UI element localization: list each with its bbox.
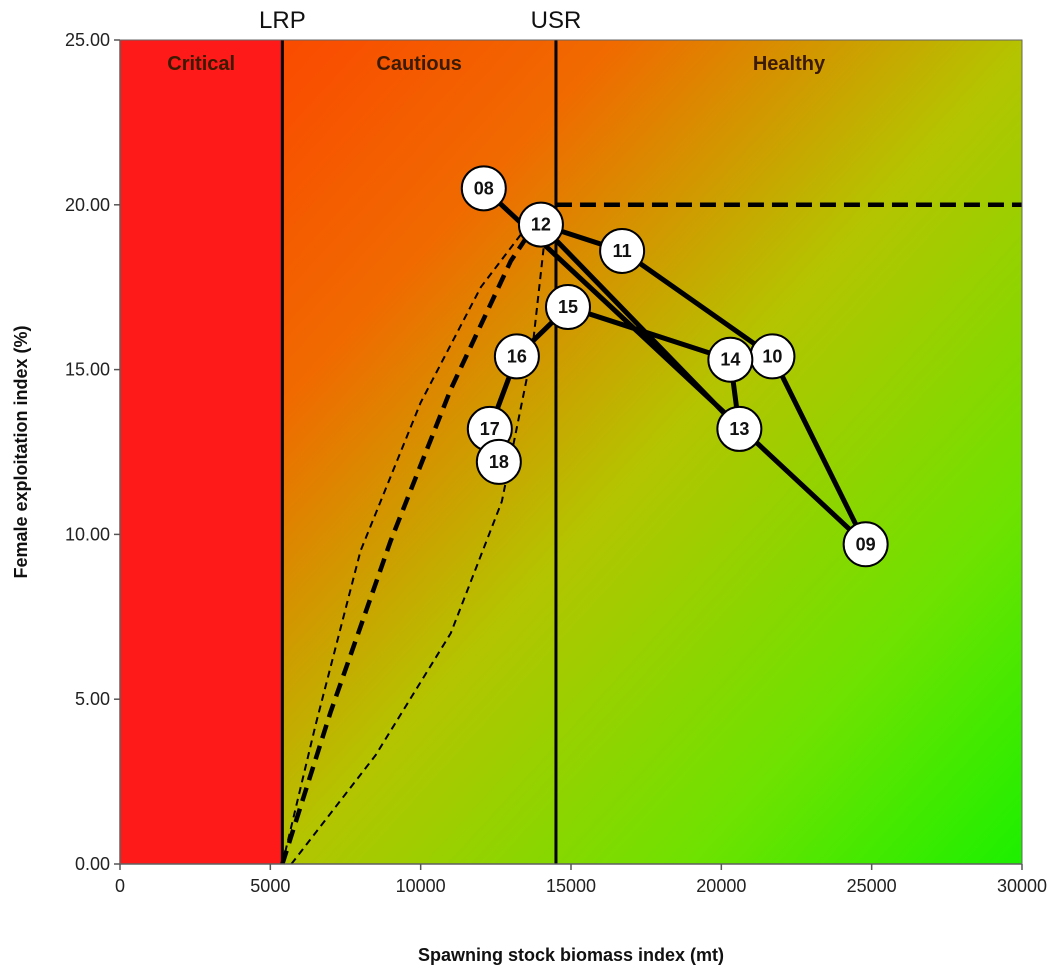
y-axis-title: Female exploitation index (%) <box>11 325 31 578</box>
x-tick-label: 10000 <box>396 876 446 896</box>
data-point-label: 17 <box>480 419 500 439</box>
data-points: 08 09 10 11 12 13 14 15 16 17 18 <box>460 165 889 568</box>
confidence-curve-median <box>280 203 551 865</box>
x-axis-title: Spawning stock biomass index (mt) <box>418 945 724 965</box>
data-point-marker <box>544 283 591 330</box>
data-point-label: 13 <box>729 419 749 439</box>
reference-lines: LRP USR <box>259 7 1022 864</box>
y-tick-label: 0.00 <box>75 854 110 874</box>
data-point-marker <box>460 165 507 212</box>
zone-label-cautious: Cautious <box>376 53 462 75</box>
ref-label-lrp: LRP <box>259 7 306 34</box>
y-tick-label: 10.00 <box>65 524 110 544</box>
y-tick-label: 20.00 <box>65 195 110 215</box>
data-point-label: 18 <box>489 452 509 472</box>
status-zones: Critical Cautious Healthy <box>120 40 826 864</box>
zone-label-healthy: Healthy <box>753 53 826 75</box>
data-point-marker <box>493 333 540 380</box>
x-tick-label: 15000 <box>546 876 596 896</box>
y-tick-label: 5.00 <box>75 689 110 709</box>
data-point-label: 14 <box>720 350 740 370</box>
data-point-label: 08 <box>474 178 494 198</box>
data-point-marker <box>707 336 754 383</box>
data-point-label: 11 <box>613 241 632 261</box>
y-tick-label: 25.00 <box>65 30 110 50</box>
data-point-marker <box>716 405 763 452</box>
data-point-label: 10 <box>762 346 782 366</box>
data-point-marker <box>599 227 646 274</box>
axes: 0.00 5.00 10.00 15.00 20.00 25.00 0 5000 10000 15… <box>65 30 1047 896</box>
confidence-curve-lower <box>290 204 550 865</box>
data-point-label: 16 <box>507 346 527 366</box>
zone-label-critical: Critical <box>167 53 235 75</box>
data-point-marker <box>842 521 889 568</box>
x-tick-label: 25000 <box>847 876 897 896</box>
x-tick-label: 0 <box>115 876 125 896</box>
x-tick-label: 5000 <box>250 876 290 896</box>
y-tick-label: 15.00 <box>65 360 110 380</box>
data-point-label: 09 <box>856 534 876 554</box>
data-point-label: 12 <box>531 215 551 235</box>
x-tick-label: 20000 <box>696 876 746 896</box>
ref-label-usr: USR <box>531 7 582 34</box>
zone-fill-critical <box>120 40 283 864</box>
data-point-marker <box>517 201 564 248</box>
data-point-marker <box>475 438 522 485</box>
data-point-label: 15 <box>558 297 578 317</box>
x-tick-label: 30000 <box>997 876 1047 896</box>
